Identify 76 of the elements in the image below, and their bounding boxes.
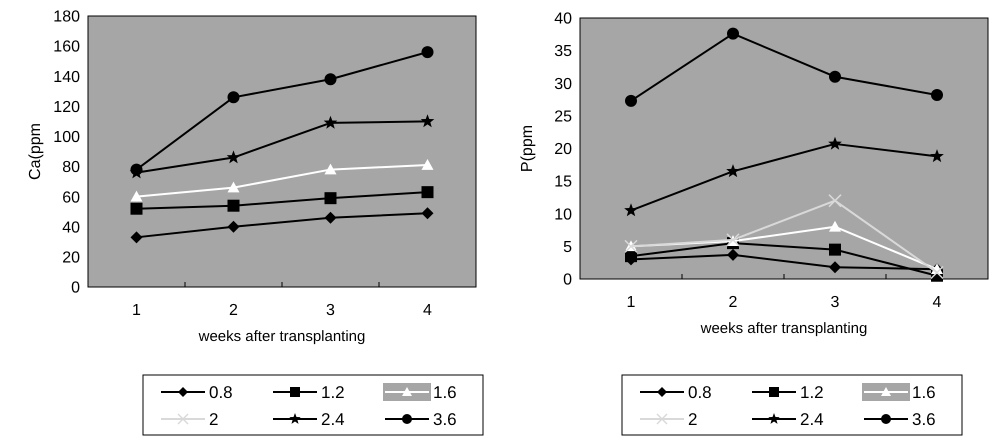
point [324,212,336,224]
y-tick-label: 5 [563,238,572,256]
y-tick-label: 20 [62,249,80,266]
point [727,248,739,261]
x-axis-title: weeks after transplanting [198,328,366,345]
point [228,200,240,212]
y-tick-label: 140 [53,68,80,86]
point [130,231,142,244]
x-tick-label: 3 [830,294,840,311]
point [130,190,142,202]
point [931,88,943,101]
point [422,186,434,198]
legend-label: 2.4 [321,410,345,429]
y-tick-label: 180 [53,8,80,26]
point [422,207,434,220]
y-tick-label: 60 [62,189,80,206]
x-tick-label: 1 [626,294,636,311]
point [324,164,336,174]
y-tick-label: 0 [563,272,572,289]
y-tick-label: 160 [53,38,80,56]
point [829,244,841,256]
legend-label: 2 [209,410,218,429]
point [226,150,240,164]
point [422,46,434,58]
x-tick-label: 4 [932,294,942,311]
point [625,94,637,107]
point [324,192,336,204]
point [324,73,336,86]
point [420,114,434,128]
x-tick-label: 4 [423,302,432,319]
y-tick-label: 35 [554,43,572,60]
point [130,164,142,176]
point [727,28,739,40]
y-tick-label: 10 [554,206,572,224]
y-tick-label: 15 [554,174,572,191]
point [228,91,240,104]
legend-label: 2 [688,410,698,429]
y-tick-label: 20 [554,141,572,158]
y-tick-label: 100 [53,129,80,146]
legend-label: 1.2 [321,382,345,402]
y-axis-title: P(ppm [519,124,536,172]
point [829,70,841,83]
point [228,182,240,192]
x-tick-label: 2 [229,302,238,319]
legend-label: 2.4 [800,410,824,429]
x-tick-label: 1 [132,302,142,319]
y-tick-label: 0 [71,280,80,297]
point [228,220,240,233]
point [726,164,740,178]
point [930,149,944,162]
y-tick-label: 80 [62,159,80,176]
y-tick-label: 40 [554,10,572,28]
y-axis-title: Ca(ppm [27,123,44,180]
x-axis-title: weeks after transplanting [700,320,868,337]
point [422,159,434,170]
legend-label: 1.6 [912,382,936,402]
point [930,266,944,280]
y-tick-label: 25 [554,108,572,126]
point [624,203,638,216]
legend-label: 3.6 [433,410,457,429]
x-tick-label: 2 [728,294,738,311]
legend-label: 1.2 [800,382,824,402]
x-tick-label: 3 [326,302,336,319]
legend-label: 3.6 [912,410,936,429]
point [130,202,142,215]
point [324,116,338,129]
y-tick-label: 40 [62,219,80,236]
point [829,261,841,274]
point [828,194,842,208]
point [829,220,841,232]
legend-label: 0.8 [688,382,712,402]
y-tick-label: 120 [53,98,80,116]
point [828,136,842,150]
legend-label: 1.6 [433,382,457,402]
legend-label: 0.8 [209,382,233,402]
y-tick-label: 30 [554,76,572,93]
